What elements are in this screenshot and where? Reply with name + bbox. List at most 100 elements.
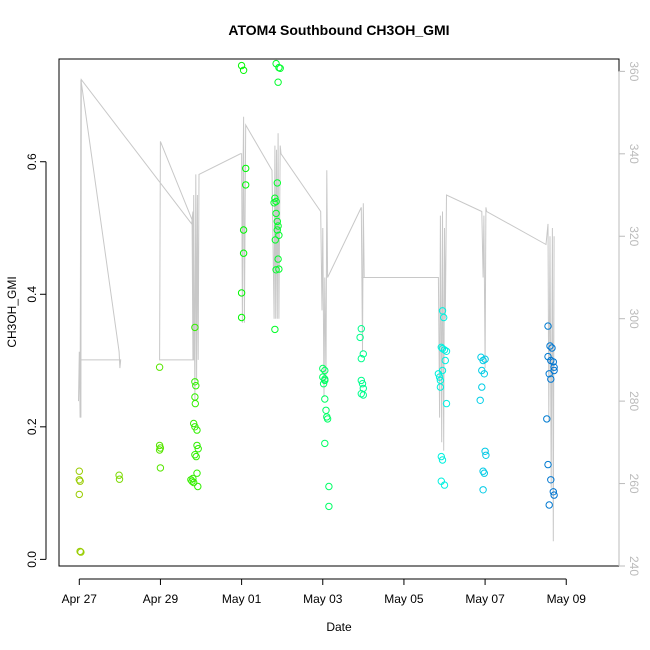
data-point	[549, 358, 557, 366]
data-point	[321, 395, 329, 403]
data-point	[271, 236, 279, 244]
data-point	[550, 491, 558, 499]
data-point	[273, 179, 281, 187]
y-tick-label: 0.2	[25, 418, 39, 435]
data-point	[75, 476, 84, 484]
data-point	[273, 226, 281, 234]
data-point	[437, 452, 445, 461]
data-point	[76, 547, 84, 556]
y2-tick-label: 260	[627, 474, 641, 494]
x-tick-label: May 07	[465, 592, 505, 606]
data-point	[442, 347, 451, 355]
data-point	[270, 199, 278, 207]
data-point	[239, 249, 248, 257]
data-point	[242, 164, 250, 173]
y-tick-label: 0.0	[25, 551, 39, 568]
data-point	[272, 266, 280, 274]
data-point	[191, 451, 199, 459]
data-point	[191, 378, 199, 386]
y-tick-label: 0.4	[25, 286, 39, 303]
data-point	[435, 373, 444, 381]
data-point	[193, 441, 201, 450]
data-point	[319, 380, 328, 388]
data-point	[436, 383, 445, 391]
data-point	[319, 364, 327, 373]
y2-tick-label: 320	[627, 226, 641, 246]
x-tick-label: Apr 29	[143, 592, 179, 606]
data-point	[322, 406, 330, 414]
data-point	[115, 475, 124, 483]
x-tick-label: May 09	[547, 592, 587, 606]
y2-tick-label: 280	[627, 391, 641, 411]
y2-tick-label: 240	[627, 556, 641, 576]
data-point	[242, 181, 250, 189]
data-point	[481, 355, 489, 363]
data-point	[549, 488, 557, 496]
data-point	[480, 469, 488, 477]
data-point	[194, 482, 202, 491]
data-point	[359, 350, 367, 358]
data-point	[274, 78, 282, 86]
data-point	[77, 548, 85, 556]
data-point	[476, 396, 484, 404]
plot-frame	[58, 58, 620, 567]
data-point	[440, 346, 449, 354]
data-point	[75, 467, 84, 475]
data-point	[323, 415, 332, 423]
data-point	[325, 502, 333, 511]
data-point	[442, 399, 451, 408]
data-point	[481, 447, 489, 455]
data-point	[193, 469, 201, 477]
data-point	[192, 452, 200, 461]
data-point	[271, 194, 279, 202]
data-point	[548, 344, 556, 352]
data-point	[441, 356, 449, 365]
y-axis-label: CH3OH_GMI	[5, 276, 19, 347]
data-point	[76, 477, 84, 485]
data-point	[192, 382, 200, 390]
data-point	[438, 307, 447, 315]
data-point	[155, 363, 164, 371]
data-point	[156, 444, 165, 452]
data-point	[321, 439, 329, 448]
data-point	[546, 342, 554, 350]
data-point	[193, 426, 201, 434]
data-point	[273, 217, 281, 226]
data-point	[190, 478, 198, 487]
data-point	[115, 471, 123, 479]
chart-title: ATOM4 Southbound CH3OH_GMI	[228, 22, 449, 38]
data-point	[194, 445, 202, 453]
data-point	[237, 313, 246, 322]
data-point	[358, 380, 367, 388]
data-point	[274, 222, 282, 230]
data-point	[550, 363, 558, 371]
x-tick-label: Apr 27	[62, 592, 98, 606]
y-tick-label: 0.6	[25, 153, 39, 170]
data-point	[237, 289, 246, 297]
data-point	[190, 419, 198, 428]
x-tick-label: May 01	[222, 592, 262, 606]
data-point	[274, 255, 282, 263]
data-point	[478, 383, 486, 391]
data-point	[545, 370, 553, 378]
y2-tick-label: 300	[627, 309, 641, 329]
altitude-lines	[78, 78, 555, 542]
data-point	[237, 61, 246, 70]
x-tick-label: May 03	[303, 592, 343, 606]
x-tick-label: May 05	[384, 592, 424, 606]
data-point	[357, 376, 365, 385]
data-point	[359, 391, 367, 399]
data-point	[191, 323, 199, 332]
y2-tick-label: 360	[627, 61, 641, 81]
data-point	[440, 313, 448, 322]
data-point	[547, 476, 555, 484]
data-point	[276, 64, 284, 73]
data-point	[479, 467, 487, 475]
data-point	[325, 482, 333, 491]
data-point	[321, 366, 329, 375]
y2-tick-label: 340	[627, 144, 641, 164]
y2-axis: 240 260 280 300 320 340 360	[618, 61, 641, 576]
data-point	[479, 356, 487, 365]
altitude-line	[78, 78, 555, 542]
